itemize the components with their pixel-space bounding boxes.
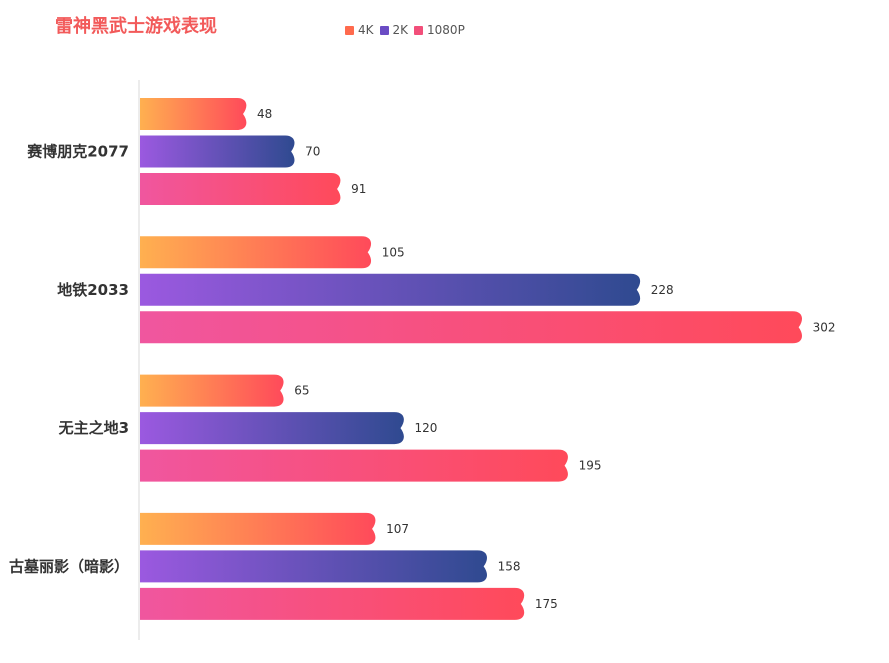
value-label: 175 bbox=[535, 597, 558, 611]
value-label: 105 bbox=[382, 245, 405, 259]
value-label: 91 bbox=[351, 182, 366, 196]
bar[interactable] bbox=[140, 236, 372, 269]
category-label: 无主之地3 bbox=[58, 419, 129, 437]
category-label: 赛博朋克2077 bbox=[26, 143, 129, 161]
value-label: 65 bbox=[294, 384, 309, 398]
chart-title: 雷神黑武士游戏表现 bbox=[55, 16, 217, 37]
value-label: 228 bbox=[651, 283, 674, 297]
value-label: 48 bbox=[257, 107, 272, 121]
bar[interactable] bbox=[140, 98, 247, 130]
bar[interactable] bbox=[140, 449, 568, 482]
legend-item-0[interactable]: 4K bbox=[345, 23, 374, 37]
bar[interactable] bbox=[140, 512, 376, 545]
legend-item-2[interactable]: 1080P bbox=[414, 23, 465, 37]
bar[interactable] bbox=[140, 550, 487, 583]
legend-label: 2K bbox=[392, 23, 409, 37]
bar[interactable] bbox=[140, 374, 284, 407]
category-label: 古墓丽影（暗影） bbox=[9, 557, 129, 575]
bar[interactable] bbox=[140, 587, 525, 620]
value-label: 158 bbox=[498, 559, 521, 573]
bar[interactable] bbox=[140, 412, 404, 445]
value-label: 302 bbox=[813, 320, 836, 334]
legend-swatch bbox=[345, 25, 354, 35]
legend-item-1[interactable]: 2K bbox=[379, 23, 409, 37]
value-label: 195 bbox=[579, 459, 602, 473]
bar[interactable] bbox=[140, 173, 341, 205]
legend: 4K 2K 1080P bbox=[345, 23, 465, 37]
legend-swatch bbox=[379, 25, 389, 35]
bar[interactable] bbox=[140, 273, 641, 306]
value-label: 70 bbox=[305, 145, 320, 159]
legend-swatch bbox=[414, 25, 424, 35]
bar[interactable] bbox=[140, 311, 802, 344]
bar[interactable] bbox=[140, 135, 295, 168]
legend-label: 1080P bbox=[427, 23, 465, 37]
category-label: 地铁2033 bbox=[57, 281, 129, 299]
legend-label: 4K bbox=[358, 23, 374, 37]
value-label: 107 bbox=[386, 522, 409, 536]
value-label: 120 bbox=[415, 421, 438, 435]
